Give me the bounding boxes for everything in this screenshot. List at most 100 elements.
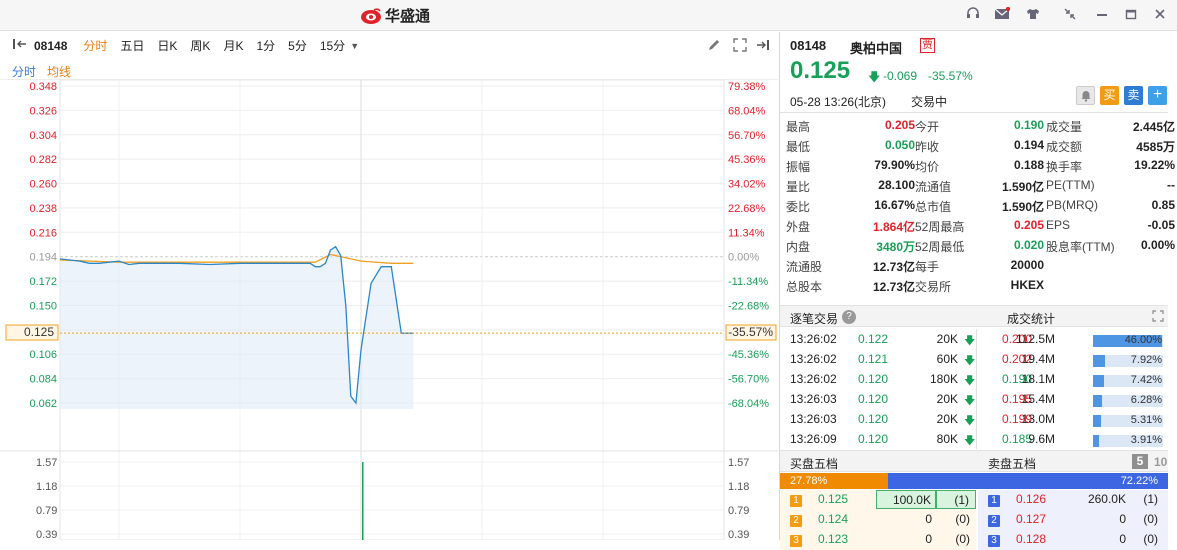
tab-daily-k[interactable]: 日K (157, 39, 178, 53)
current-pct-tag-right: -35.57% (725, 324, 777, 341)
alert-bell-button[interactable] (1076, 86, 1095, 105)
trade-stat-row: 0.202 19.4M 7.92% (780, 350, 1168, 370)
help-icon[interactable]: ? (842, 310, 856, 324)
stat-label: 交易所 (915, 280, 952, 294)
y-price-label: 0.172 (29, 276, 57, 288)
headset-icon[interactable] (965, 7, 981, 23)
stat-price: 0.202 (1002, 352, 1033, 366)
stat-value: 0.194 (1013, 138, 1044, 152)
y-pct-label: 45.36% (728, 154, 766, 166)
bid-volume: 0 (925, 512, 932, 526)
trade-row: 13:26:02 0.120 180K 🡇 (780, 370, 1168, 390)
collapse-icon[interactable] (1062, 7, 1078, 23)
stat-volume: 13.0M (1021, 412, 1055, 426)
stat-value: 0.050 (884, 138, 915, 152)
bid-count: (1) (936, 490, 976, 509)
tab-weekly-k[interactable]: 周K (190, 39, 211, 53)
ask-level: 3 (988, 535, 1000, 547)
ask-volume: 0 (1119, 532, 1126, 546)
maximize-icon[interactable] (1123, 7, 1139, 23)
expand-panel-icon[interactable] (755, 38, 771, 55)
trade-time: 13:26:09 (790, 432, 837, 446)
mail-icon[interactable] (994, 6, 1011, 23)
trade-stat-row: 0.195 15.4M 6.28% (780, 390, 1168, 410)
ask-price: 0.126 (1016, 492, 1047, 506)
tab-5min[interactable]: 5分 (288, 39, 307, 53)
price-fill-area (60, 246, 414, 409)
trades-title[interactable]: 逐笔交易 (790, 312, 839, 326)
stat-label: 外盘 (786, 220, 811, 234)
y-pct-label: 34.02% (728, 179, 766, 191)
trade-price: 0.120 (858, 392, 889, 406)
stat-label: 成交额 (1046, 140, 1083, 154)
dropdown-caret-icon[interactable]: ▼ (350, 40, 360, 51)
stat-label: 股息率(TTM) (1046, 240, 1115, 254)
trade-stat-row: 0.200 112.5M 46.00% (780, 330, 1168, 350)
sell-ratio-fill (888, 473, 1168, 489)
sell-button[interactable]: 卖 (1124, 86, 1143, 105)
minimize-icon[interactable] (1094, 7, 1110, 23)
shirt-icon[interactable] (1025, 7, 1041, 23)
stat-volume: 9.6M (1028, 432, 1055, 446)
tab-1min[interactable]: 1分 (256, 39, 276, 53)
trade-time: 13:26:02 (790, 372, 837, 386)
stat-value: 1.864亿 (872, 220, 915, 234)
stat-label: 均价 (915, 160, 940, 174)
fullscreen-icon[interactable] (733, 38, 747, 55)
add-watchlist-button[interactable]: + (1148, 86, 1167, 105)
intraday-chart[interactable]: 0.348 0.326 0.304 0.282 0.260 0.238 0.216 0.194… (0, 32, 778, 540)
bid-level: 2 (790, 515, 802, 527)
bid-volume: 0 (925, 532, 932, 546)
tab-15min[interactable]: 15分 (319, 39, 346, 53)
trade-volume: 80K (936, 432, 958, 446)
volume-label-left: 0.39 (36, 529, 57, 540)
ask-row[interactable]: 2 0.127 0 (0) (978, 510, 1168, 530)
ask-row[interactable]: 1 0.126 260.0K (1) (978, 490, 1168, 510)
down-arrow-icon: 🡇 (964, 335, 976, 347)
tab-fenshi[interactable]: 分时 (83, 39, 108, 53)
trade-stats-title[interactable]: 成交统计 (1007, 312, 1056, 326)
trade-volume: 60K (936, 352, 958, 366)
ask-count: (1) (1143, 492, 1158, 506)
tab-5day[interactable]: 五日 (120, 39, 145, 53)
stat-bar-track (1093, 355, 1163, 367)
stat-price: 0.195 (1002, 392, 1033, 406)
quote-change: -0.069 (883, 69, 918, 83)
buy-button[interactable]: 买 (1100, 86, 1119, 105)
ask-row[interactable]: 3 0.128 0 (0) (978, 530, 1168, 550)
stat-label: 每手 (915, 260, 940, 274)
sidebar-toggle-icon[interactable] (12, 38, 28, 53)
close-icon[interactable] (1152, 7, 1168, 23)
trade-price: 0.120 (858, 432, 889, 446)
trade-stat-row: 0.190 18.1M 7.42% (780, 370, 1168, 390)
buy-ratio-text: 27.78% (790, 475, 828, 487)
subtab-avg-line[interactable]: 均线 (47, 65, 72, 79)
bid-row[interactable]: 3 0.123 0 (0) (780, 530, 976, 550)
y-pct-label: -56.70% (728, 374, 769, 386)
trade-volume: 20K (936, 392, 958, 406)
stat-label: 委比 (786, 200, 811, 214)
depth-10-toggle[interactable]: 10 (1154, 455, 1168, 469)
expand-icon[interactable] (1152, 310, 1164, 325)
quote-datetime: 05-28 13:26(北京) (790, 95, 887, 109)
bid-row[interactable]: 1 0.125 100.0K (1) (780, 490, 976, 510)
stat-label: 总股本 (786, 280, 823, 294)
bid-row[interactable]: 2 0.124 0 (0) (780, 510, 976, 530)
draw-pen-icon[interactable] (707, 38, 721, 55)
stat-label: 振幅 (786, 160, 811, 174)
tab-monthly-k[interactable]: 月K (223, 39, 244, 53)
down-arrow-icon: 🡇 (868, 70, 881, 84)
stat-pct: 7.92% (1130, 354, 1162, 366)
stat-bar-fill (1093, 415, 1101, 427)
stat-bar-track (1093, 415, 1163, 427)
y-price-label: 0.260 (29, 179, 57, 191)
stock-tag-badge: 贾 (920, 38, 935, 53)
bid-price: 0.125 (818, 492, 849, 506)
stat-volume: 112.5M (1015, 332, 1055, 346)
stat-value: 1.590亿 (1001, 180, 1044, 194)
y-pct-label: -11.34% (728, 276, 768, 288)
depth-5-toggle[interactable]: 5 (1132, 454, 1148, 469)
current-price-tag-left: 0.125 (5, 324, 59, 341)
app-title: 华盛通 (385, 8, 431, 25)
subtab-fenshi[interactable]: 分时 (12, 65, 37, 79)
